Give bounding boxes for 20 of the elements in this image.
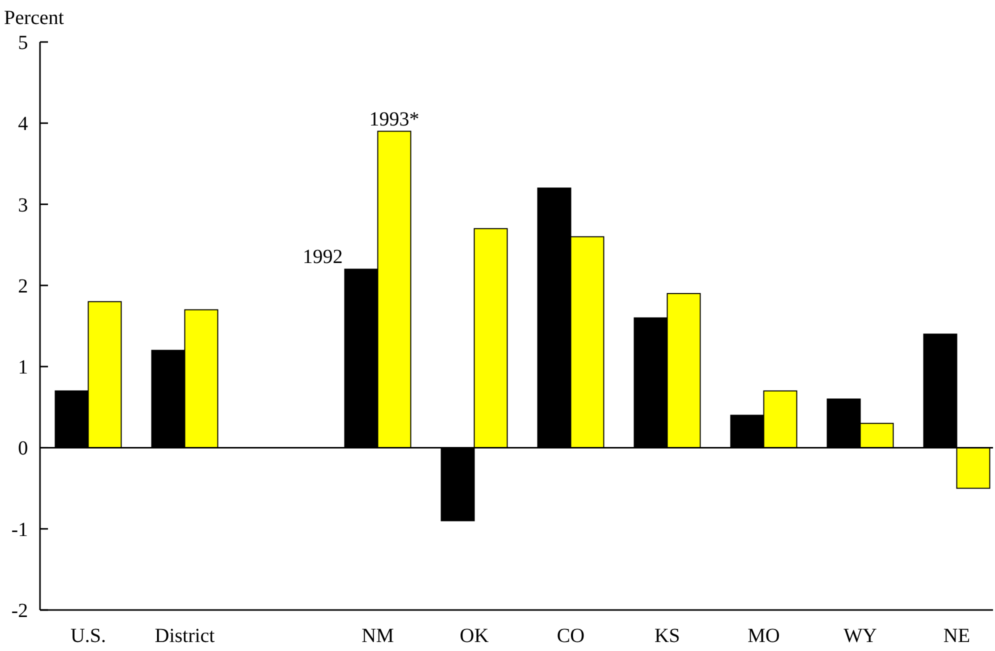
y-tick-label: -2 <box>11 600 28 622</box>
x-tick-label: MO <box>748 625 780 647</box>
x-tick-label: NM <box>362 625 394 647</box>
y-tick-label: 4 <box>18 113 28 136</box>
y-axis-title: Percent <box>4 7 64 29</box>
series-label: 1993* <box>369 108 420 130</box>
y-tick-label: 1 <box>18 356 28 379</box>
x-tick-label: KS <box>654 625 680 647</box>
y-tick-label: -1 <box>11 518 28 541</box>
x-tick-label: U.S. <box>70 625 106 647</box>
x-tick-label: District <box>154 625 216 647</box>
y-tick-label: 5 <box>18 32 28 54</box>
y-tick-label: 3 <box>18 194 28 216</box>
x-tick-label: WY <box>844 625 877 647</box>
x-tick-label: CO <box>556 625 585 647</box>
y-tick-label: 0 <box>18 438 28 460</box>
x-tick-label: OK <box>460 625 490 647</box>
x-tick-label: NE <box>943 625 970 647</box>
series-label: 1992 <box>302 246 343 268</box>
y-tick-label: 2 <box>18 275 28 298</box>
